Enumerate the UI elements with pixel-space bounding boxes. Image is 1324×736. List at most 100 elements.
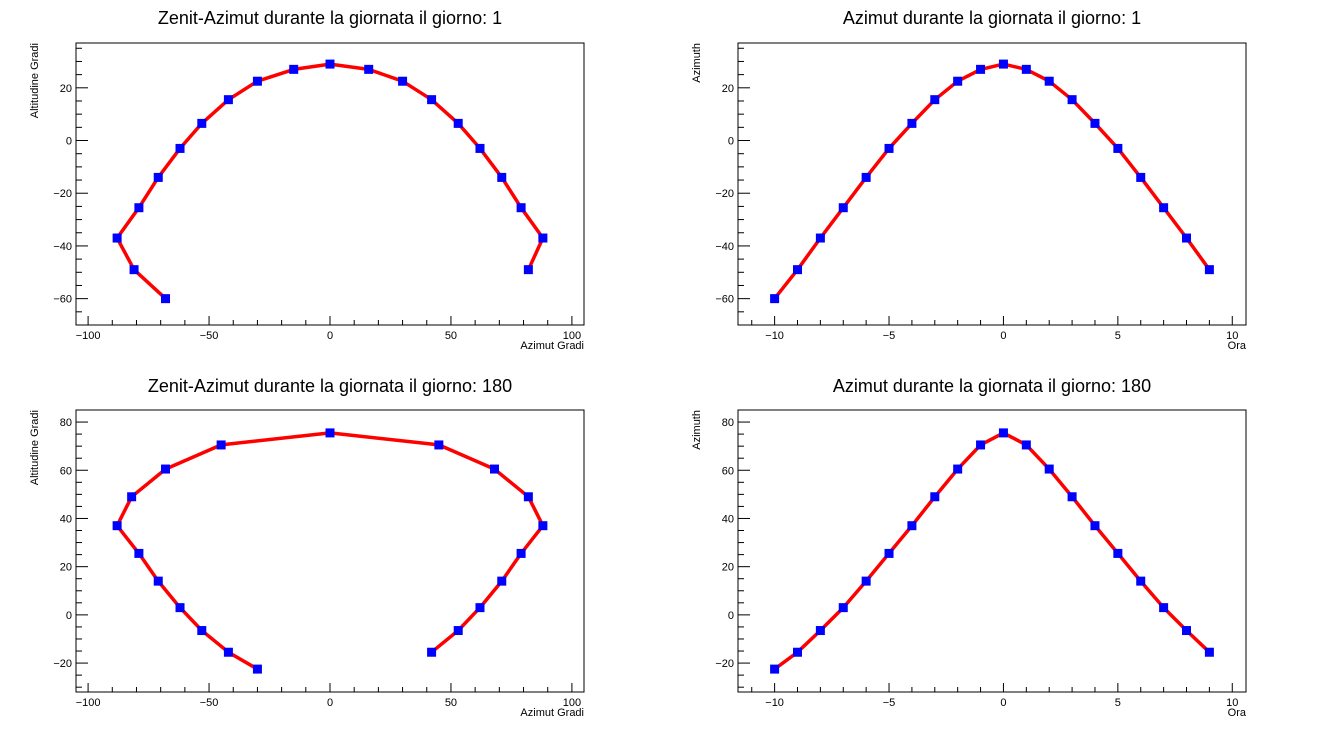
data-point-marker xyxy=(364,64,374,74)
y-tick-label: −20 xyxy=(53,188,72,200)
data-point-marker xyxy=(538,233,548,243)
y-tick-label: 0 xyxy=(728,136,734,148)
data-point-marker xyxy=(475,143,485,153)
data-point-marker xyxy=(289,64,299,74)
y-axis-title: Altitudine Gradi xyxy=(29,410,41,485)
series-line xyxy=(773,431,1211,671)
data-point-marker xyxy=(1090,118,1100,128)
data-point-marker xyxy=(1044,76,1054,86)
x-tick-label: 10 xyxy=(1226,697,1238,709)
x-tick-label: 0 xyxy=(1000,330,1006,342)
data-point-marker xyxy=(1067,95,1077,105)
data-point-marker xyxy=(216,440,226,450)
data-point-marker xyxy=(976,64,986,74)
data-point-marker xyxy=(153,172,163,182)
data-point-marker xyxy=(884,548,894,558)
data-point-marker xyxy=(907,118,917,128)
y-tick-label: −60 xyxy=(53,294,72,306)
y-axis-title: Altitudine Gradi xyxy=(29,43,41,118)
data-point-marker xyxy=(1067,492,1077,502)
data-point-marker xyxy=(252,76,262,86)
data-point-marker xyxy=(1182,626,1192,636)
x-axis-title: Azimut Gradi xyxy=(520,707,584,719)
chart-title: Zenit-Azimut durante la giornata il gior… xyxy=(158,8,502,28)
y-tick-label: 80 xyxy=(722,417,734,429)
data-point-marker xyxy=(792,265,802,275)
data-point-marker xyxy=(153,576,163,586)
x-tick-label: −50 xyxy=(200,330,219,342)
data-point-marker xyxy=(815,626,825,636)
x-tick-label: 5 xyxy=(1115,330,1121,342)
data-point-marker xyxy=(427,647,437,657)
x-tick-label: 10 xyxy=(1226,330,1238,342)
data-point-marker xyxy=(112,233,122,243)
data-point-marker xyxy=(161,464,171,474)
series-line xyxy=(773,62,1211,300)
y-tick-label: 20 xyxy=(60,562,72,574)
x-tick-label: −10 xyxy=(765,330,784,342)
data-point-marker xyxy=(489,464,499,474)
chart-panel-3: Zenit-Azimut durante la giornata il gior… xyxy=(29,376,585,719)
y-tick-label: 20 xyxy=(722,83,734,95)
data-point-marker xyxy=(1090,521,1100,531)
data-point-marker xyxy=(197,626,207,636)
data-point-marker xyxy=(252,664,262,674)
x-tick-label: −50 xyxy=(200,697,219,709)
y-tick-label: 20 xyxy=(60,83,72,95)
x-tick-label: 0 xyxy=(327,697,333,709)
x-tick-label: 50 xyxy=(445,697,457,709)
data-point-marker xyxy=(998,428,1008,438)
y-tick-label: −20 xyxy=(715,188,734,200)
data-point-marker xyxy=(1136,576,1146,586)
data-point-marker xyxy=(1204,265,1214,275)
chart-panel-4: Azimut durante la giornata il giorno: 18… xyxy=(691,376,1247,719)
chart-panel-2: Azimut durante la giornata il giorno: 1 −… xyxy=(691,8,1247,352)
data-point-marker xyxy=(523,265,533,275)
y-axis-title: Azimuth xyxy=(691,43,703,83)
y-tick-label: 0 xyxy=(66,610,72,622)
data-point-marker xyxy=(134,203,144,213)
data-point-marker xyxy=(861,172,871,182)
data-point-marker xyxy=(1021,64,1031,74)
y-tick-label: 20 xyxy=(722,562,734,574)
y-tick-label: 0 xyxy=(728,610,734,622)
x-tick-label: 100 xyxy=(563,330,581,342)
x-tick-label: −5 xyxy=(883,697,896,709)
data-point-marker xyxy=(325,59,335,69)
data-point-marker xyxy=(1182,233,1192,243)
data-point-marker xyxy=(516,548,526,558)
x-axis-title: Ora xyxy=(1228,340,1247,352)
data-point-marker xyxy=(112,521,122,531)
y-tick-label: −60 xyxy=(715,294,734,306)
x-tick-label: −10 xyxy=(765,697,784,709)
x-tick-label: 50 xyxy=(445,330,457,342)
data-point-marker xyxy=(427,95,437,105)
data-point-marker xyxy=(884,143,894,153)
x-tick-label: 0 xyxy=(1000,697,1006,709)
x-axis-title: Azimut Gradi xyxy=(520,340,584,352)
x-tick-label: −100 xyxy=(76,697,101,709)
data-point-marker xyxy=(1113,143,1123,153)
data-point-marker xyxy=(953,464,963,474)
chart-title: Zenit-Azimut durante la giornata il gior… xyxy=(148,376,512,396)
data-point-marker xyxy=(175,143,185,153)
chart-title: Azimut durante la giornata il giorno: 18… xyxy=(833,376,1151,396)
data-point-marker xyxy=(1159,603,1169,613)
data-point-marker xyxy=(223,95,233,105)
data-point-marker xyxy=(175,603,185,613)
data-point-marker xyxy=(770,294,780,304)
data-point-marker xyxy=(838,603,848,613)
data-point-marker xyxy=(325,428,335,438)
data-point-marker xyxy=(538,521,548,531)
y-tick-label: −20 xyxy=(715,658,734,670)
data-point-marker xyxy=(453,118,463,128)
data-point-marker xyxy=(1113,548,1123,558)
series-line xyxy=(115,431,545,671)
data-point-marker xyxy=(129,265,139,275)
data-point-marker xyxy=(127,492,137,502)
data-point-marker xyxy=(475,603,485,613)
x-axis-title: Ora xyxy=(1228,707,1247,719)
y-tick-label: 40 xyxy=(722,513,734,525)
data-point-marker xyxy=(930,492,940,502)
data-point-marker xyxy=(770,664,780,674)
